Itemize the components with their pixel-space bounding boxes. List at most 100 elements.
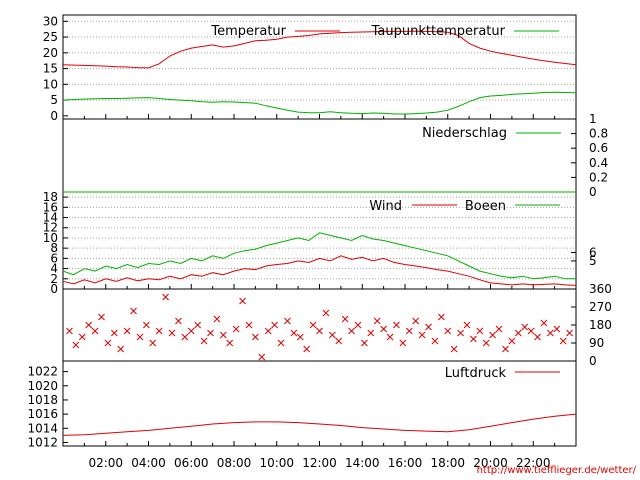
wind-direction-point	[393, 321, 400, 329]
wind-direction-point	[284, 317, 291, 325]
wind-direction-point	[540, 319, 548, 327]
pressure-ytick-label: 1018	[27, 393, 58, 407]
wind-direction-point	[110, 329, 118, 337]
x-tick-label: 06:00	[174, 456, 209, 470]
wind-direction-point	[482, 339, 490, 347]
wind-direction-point	[380, 325, 387, 333]
series-boeen-line	[62, 232, 576, 280]
wind-direction-point	[143, 321, 150, 329]
wind-direction-point	[437, 313, 445, 321]
temperature-ytick-label: 5	[50, 93, 58, 107]
wind-direction-point	[348, 327, 355, 335]
pressure-ytick-label: 1016	[27, 407, 58, 421]
pressure-ytick-label: 1012	[27, 435, 58, 449]
time-x-axis: 02:00 04:00 06:00 08:00 10:00 12:00 14:00 16:00…	[88, 456, 550, 470]
wind-direction-y-axis: 0 90 180 270 360	[571, 282, 612, 368]
source-link[interactable]: http://www.tiefflieger.de/wetter/	[476, 465, 636, 476]
wind-direction-point	[91, 327, 99, 335]
wind-direction-point	[553, 325, 561, 333]
legend-luftdruck: Luftdruck	[445, 366, 560, 381]
x-tick-label: 14:00	[345, 456, 380, 470]
wind-ytick-label: 4	[50, 262, 58, 276]
wind-direction-point	[303, 345, 311, 353]
wind-direction-point	[245, 321, 253, 329]
wind-direction-point	[264, 327, 272, 335]
x-tick-label: 22:00	[516, 456, 551, 470]
wind-direction-point	[373, 317, 381, 325]
wind-direction-point	[328, 331, 336, 339]
x-tick-label: 08:00	[217, 456, 252, 470]
wind-direction-point	[470, 335, 477, 343]
legend-label-temperatur: Temperatur	[210, 24, 286, 39]
wind-direction-point	[463, 321, 471, 329]
x-tick-label: 04:00	[131, 456, 166, 470]
wind-direction-point	[425, 323, 432, 331]
wind-direction-point	[431, 337, 439, 345]
wind-ytick-label: 12	[43, 221, 58, 235]
x-tick-marks	[83, 114, 556, 446]
wind-direction-point	[534, 333, 541, 341]
legend-niederschlag: Niederschlag	[422, 126, 561, 141]
wind-direction-point	[502, 345, 509, 353]
wind-direction-point	[546, 329, 554, 337]
wind-direction-point	[566, 329, 573, 337]
wind-direction-point	[200, 337, 208, 345]
wind-direction-point	[457, 329, 464, 337]
legend-taupunkttemperatur: Taupunkttemperatur	[371, 24, 559, 39]
wind-direction-point	[495, 325, 503, 333]
wind-direction-point	[521, 323, 529, 331]
wind-direction-point	[78, 333, 86, 341]
wind-direction-point	[213, 315, 221, 323]
wind-ytick-label: 16	[43, 200, 58, 214]
wind-direction-point	[386, 333, 394, 341]
wind-direction-tick-label: 360	[589, 282, 612, 296]
precipitation-tick-label: 0.8	[589, 127, 608, 141]
wind-direction-point	[207, 329, 214, 337]
wind-direction-point	[399, 339, 407, 347]
wind-direction-point	[181, 333, 189, 341]
temperature-series	[62, 30, 577, 115]
series-temperatur-line	[62, 30, 577, 69]
wind-direction-point	[354, 321, 362, 329]
pressure-ytick-label: 1020	[27, 379, 58, 393]
precipitation-tick-label: 0.4	[589, 156, 608, 170]
wind-direction-point	[239, 297, 246, 305]
wind-direction-point	[187, 327, 195, 335]
wind-direction-point	[418, 331, 426, 339]
wind-direction-tick-label: 0	[589, 354, 597, 368]
wind-direction-point	[290, 329, 298, 337]
legend-wind: Wind	[369, 199, 457, 214]
wind-direction-point	[72, 341, 80, 349]
wind-direction-point	[367, 329, 375, 337]
wind-direction-point	[104, 339, 112, 347]
pressure-ytick-label: 1014	[27, 421, 58, 435]
wind-direction-point	[476, 327, 484, 335]
wind-right-tick-label: 5	[589, 254, 597, 268]
x-tick-label: 12:00	[302, 456, 337, 470]
wind-direction-point	[155, 327, 163, 335]
series-taupunkttemperatur-line	[62, 91, 577, 115]
wind-direction-point	[335, 337, 343, 345]
wind-direction-point	[123, 327, 131, 335]
wind-direction-point	[316, 327, 323, 335]
wind-ytick-label: 6	[50, 251, 58, 265]
wind-direction-point	[514, 329, 522, 337]
temperature-ytick-label: 25	[43, 30, 58, 44]
legend-label-taupunkttemperatur: Taupunkttemperatur	[371, 24, 506, 39]
precipitation-tick-label: 0.6	[589, 141, 608, 155]
x-tick-label: 10:00	[259, 456, 294, 470]
legend-temperatur: Temperatur	[210, 24, 340, 39]
wind-direction-series	[66, 293, 573, 361]
pressure-ytick-label: 1022	[27, 365, 58, 379]
wind-direction-point	[361, 339, 368, 347]
wind-direction-point	[66, 327, 73, 335]
precipitation-tick-label: 0.2	[589, 170, 608, 184]
wind-direction-point	[162, 293, 169, 301]
temperature-ytick-label: 20	[43, 46, 58, 60]
legend-label-niederschlag: Niederschlag	[422, 126, 507, 141]
series-wind-line	[62, 255, 577, 286]
wind-direction-point	[322, 309, 330, 317]
wind-direction-point	[117, 345, 125, 353]
